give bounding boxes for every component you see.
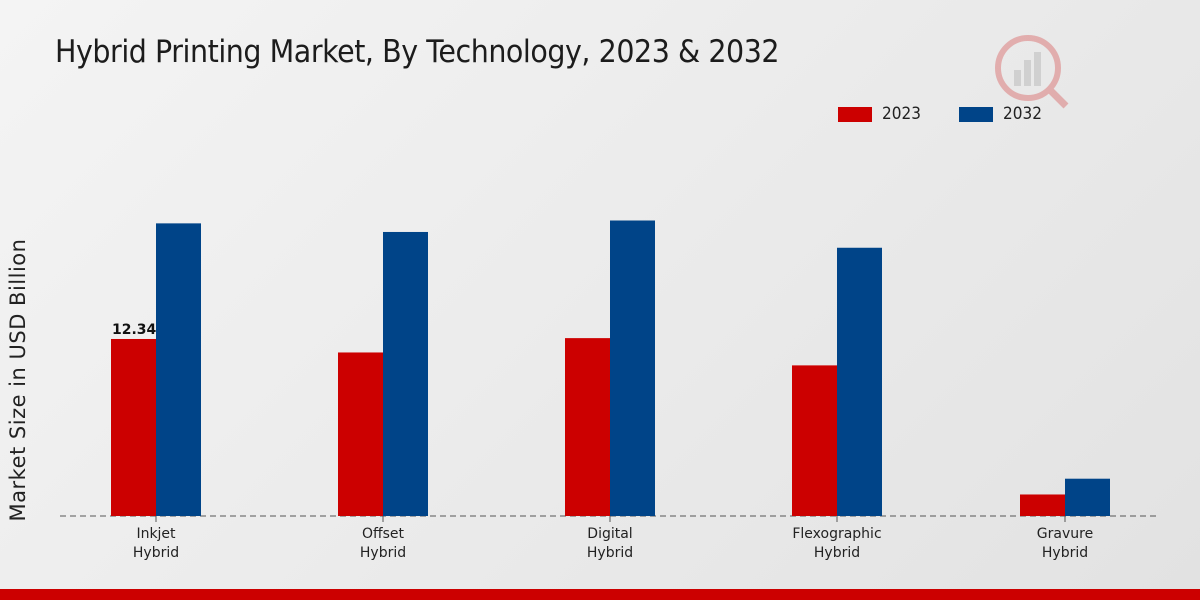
legend-swatch-2023 xyxy=(838,106,872,122)
legend-swatch-2032 xyxy=(959,106,994,122)
bar-2023-offset-hybrid xyxy=(338,352,383,516)
bar-2023-digital-hybrid xyxy=(565,338,610,516)
bar-2032-digital-hybrid xyxy=(610,220,655,516)
data-label: 12.34 xyxy=(112,322,157,338)
x-tick-label: Gravure Hybrid xyxy=(1037,526,1093,561)
legend-item-2032: 2032 xyxy=(959,104,1046,124)
bar-2023-flexographic-hybrid xyxy=(792,365,837,516)
bar-2032-flexographic-hybrid xyxy=(837,247,882,517)
x-tick-label: Digital Hybrid xyxy=(587,526,633,561)
bar-2023-inkjet-hybrid xyxy=(111,338,156,516)
chart-title: Hybrid Printing Market, By Technology, 2… xyxy=(55,34,780,70)
bar-2032-offset-hybrid xyxy=(383,231,428,516)
legend-label-2032: 2032 xyxy=(1003,104,1043,124)
bar-2023-gravure-hybrid xyxy=(1020,494,1065,516)
legend: 2023 2032 xyxy=(838,104,1081,124)
bar-2032-gravure-hybrid xyxy=(1065,478,1110,516)
legend-label-2023: 2023 xyxy=(882,104,921,124)
watermark-logo-icon xyxy=(995,35,1069,109)
x-tick-label: Inkjet Hybrid xyxy=(133,526,179,561)
legend-item-2023: 2023 xyxy=(838,104,925,124)
x-tick-label: Flexographic Hybrid xyxy=(792,526,881,561)
x-tick-label: Offset Hybrid xyxy=(360,526,406,561)
bar-2032-inkjet-hybrid xyxy=(156,223,201,516)
footer-bar xyxy=(0,589,1200,600)
